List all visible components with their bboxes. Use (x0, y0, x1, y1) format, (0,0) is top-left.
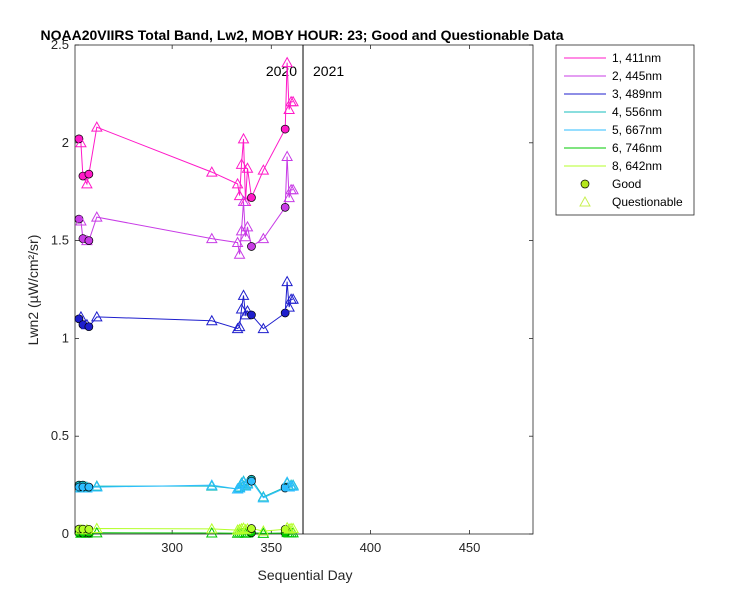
y-tick-label: 2.5 (51, 37, 69, 52)
questionable-point (237, 289, 250, 300)
questionable-point (257, 232, 270, 244)
questionable-point (239, 480, 252, 491)
y-tick-label: 1.5 (51, 233, 69, 248)
questionable-point (233, 320, 246, 332)
questionable-point (241, 220, 254, 232)
questionable-point (283, 481, 295, 492)
chart-title: NOAA20VIIRS Total Band, Lw2, MOBY HOUR: … (41, 27, 564, 43)
questionable-point (287, 293, 299, 304)
legend-questionable-marker (579, 195, 591, 207)
x-tick-label: 450 (459, 540, 481, 555)
questionable-point (90, 310, 103, 322)
questionable-point (287, 480, 299, 491)
year-label-right: 2021 (313, 63, 344, 79)
questionable-point (90, 121, 103, 132)
questionable-point (235, 158, 248, 169)
questionable-point (75, 136, 87, 148)
plot-area: 300 350 400 450 0 0.5 1 1.5 2 2.5 2020 2021 (51, 37, 534, 555)
good-point (247, 193, 256, 202)
questionable-point (287, 95, 299, 107)
questionable-point (205, 166, 218, 177)
x-axis-label: Sequential Day (258, 567, 353, 583)
questionable-point (257, 527, 270, 538)
questionable-point (205, 232, 218, 244)
questionable-point (237, 195, 250, 206)
questionable-point (231, 236, 244, 248)
x-tick-label: 400 (360, 540, 382, 555)
series-line-1 (78, 62, 294, 202)
questionable-point (283, 523, 295, 534)
questionable-point (241, 162, 254, 173)
legend-entry: 6, 746nm (612, 141, 662, 155)
good-point (247, 310, 256, 320)
good-point (84, 482, 94, 492)
good-point (247, 242, 256, 251)
legend-entry: 3, 489nm (612, 87, 662, 101)
questionable-point (205, 314, 218, 326)
questionable-point (81, 177, 93, 189)
y-tick-label: 0 (62, 526, 69, 541)
y-tick-label: 0.5 (51, 428, 69, 443)
questionable-point (90, 211, 103, 222)
legend-entry-questionable: Questionable (612, 195, 683, 209)
questionable-point (237, 132, 250, 144)
good-point (84, 236, 94, 245)
questionable-point (281, 56, 293, 68)
year-label-left: 2020 (266, 63, 297, 79)
legend-entry: 5, 667nm (612, 123, 662, 137)
questionable-point (257, 491, 270, 503)
questionable-point (237, 522, 250, 533)
questionable-point (283, 191, 295, 203)
good-point (247, 524, 256, 533)
questionable-point (231, 322, 244, 334)
good-point (280, 202, 290, 212)
questionable-point (257, 525, 270, 536)
good-point (84, 524, 94, 534)
x-tick-label: 300 (161, 540, 183, 555)
questionable-point (75, 215, 87, 226)
good-point (84, 322, 94, 332)
questionable-point (281, 150, 293, 161)
questionable-point (90, 481, 103, 492)
y-axis-label: Lwn2 (µW/cm²/sr) (25, 235, 41, 346)
questionable-point (287, 522, 299, 534)
questionable-point (281, 275, 293, 287)
legend-entry: 8, 642nm (612, 159, 662, 173)
legend-good-marker (580, 179, 590, 189)
legend-entry: 1, 411nm (612, 51, 661, 65)
questionable-point (239, 230, 252, 242)
questionable-point (235, 224, 248, 236)
questionable-point (233, 189, 246, 201)
axes-box (74, 44, 534, 535)
questionable-point (205, 479, 218, 490)
questionable-point (205, 522, 218, 534)
questionable-point (233, 523, 246, 535)
questionable-point (235, 303, 248, 314)
y-tick-label: 2 (62, 135, 69, 150)
legend: 1, 411nm 2, 445nm 3, 489nm 4, 556nm 5, 667nm… (555, 44, 695, 216)
questionable-point (90, 522, 103, 534)
questionable-point (281, 521, 293, 533)
y-tick-label: 1 (62, 330, 69, 345)
good-point (84, 169, 94, 179)
questionable-point (287, 183, 299, 195)
questionable-point (233, 248, 246, 259)
x-tick-label: 350 (260, 540, 282, 555)
legend-entry: 4, 556nm (612, 105, 662, 119)
questionable-point (231, 177, 244, 189)
good-point (247, 476, 256, 486)
questionable-point (257, 164, 270, 175)
questionable-point (283, 103, 295, 115)
legend-entry-good: Good (612, 177, 641, 191)
questionable-point (257, 322, 270, 334)
questionable-point (283, 301, 295, 312)
good-point (280, 124, 290, 134)
legend-entry: 2, 445nm (612, 69, 662, 83)
